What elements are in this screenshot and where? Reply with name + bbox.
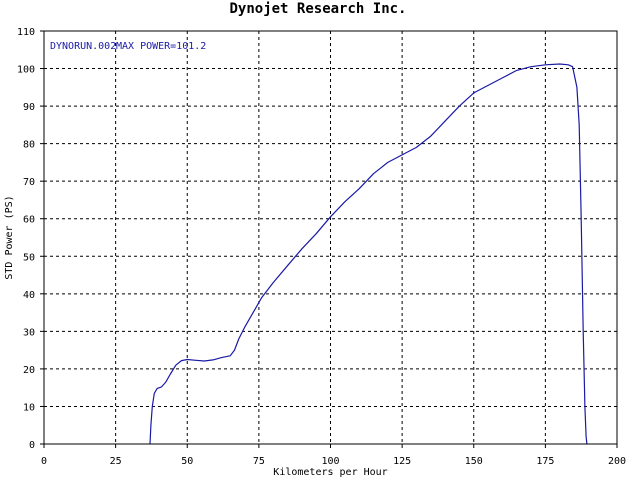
- run-annotation: DYNORUN.002: [50, 41, 116, 52]
- x-tick-label: 200: [608, 456, 626, 467]
- y-tick-label: 40: [23, 290, 35, 301]
- y-tick-label: 70: [23, 177, 35, 188]
- x-tick-label: 100: [321, 456, 339, 467]
- max-power-annotation: MAX POWER=101.2: [116, 41, 206, 52]
- y-tick-label: 10: [23, 402, 35, 413]
- x-axis-label: Kilometers per Hour: [273, 467, 387, 478]
- x-tick-label: 150: [465, 456, 483, 467]
- y-tick-label: 20: [23, 365, 35, 376]
- y-tick-label: 50: [23, 252, 35, 263]
- chart-grid: [44, 31, 617, 444]
- y-axis-label: STD Power (PS): [4, 195, 15, 279]
- x-tick-label: 175: [536, 456, 554, 467]
- y-tick-label: 90: [23, 102, 35, 113]
- x-tick-label: 25: [110, 456, 122, 467]
- y-tick-label: 80: [23, 140, 35, 151]
- chart-series: [149, 63, 588, 445]
- y-tick-label: 60: [23, 215, 35, 226]
- plot-frame: [43, 30, 618, 445]
- y-tick-label: 0: [29, 440, 35, 451]
- x-tick-label: 75: [253, 456, 265, 467]
- x-tick-label: 50: [181, 456, 193, 467]
- chart-title: Dynojet Research Inc.: [229, 1, 406, 17]
- x-tick-label: 125: [393, 456, 411, 467]
- x-tick-label: 0: [41, 456, 47, 467]
- y-tick-label: 110: [17, 27, 35, 38]
- y-tick-label: 100: [17, 65, 35, 76]
- y-tick-label: 30: [23, 327, 35, 338]
- power-curve-line: [149, 63, 588, 445]
- chart-ticks: 0 25 50 75 100 125 150 175 200 0 10 20 30 40 50 60 70 80 9…: [17, 27, 626, 467]
